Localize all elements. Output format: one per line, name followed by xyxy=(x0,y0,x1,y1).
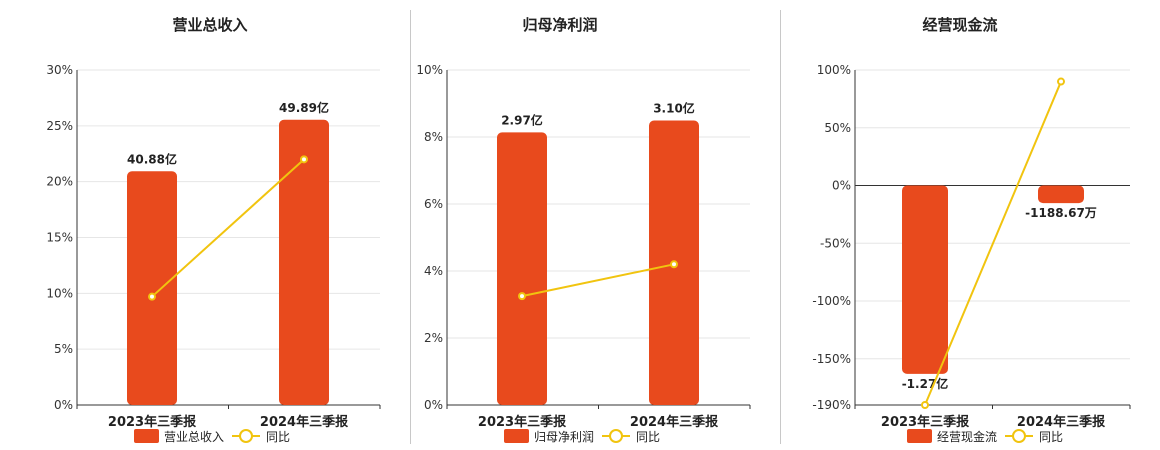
y-tick-label: 0% xyxy=(54,398,73,412)
y-tick-label: 2% xyxy=(424,331,443,345)
bar-value-label: 40.88亿 xyxy=(127,151,177,166)
yoy-line xyxy=(924,81,1062,406)
chart-title: 营业总收入 xyxy=(172,16,247,34)
y-tick-label: 20% xyxy=(46,175,73,189)
y-tick-label: 10% xyxy=(46,286,73,300)
y-tick-label: 100% xyxy=(817,63,851,77)
yoy-line xyxy=(151,158,305,298)
legend-bar-swatch xyxy=(134,429,159,443)
bar-value-label: 49.89亿 xyxy=(279,100,329,115)
bar-value-label: -1.27亿 xyxy=(902,376,949,391)
y-tick-label: 10% xyxy=(416,63,443,77)
legend-label: 归母净利润 xyxy=(534,430,594,444)
bar xyxy=(497,132,547,406)
x-category-label: 2023年三季报 xyxy=(881,414,970,430)
y-tick-label: 8% xyxy=(424,130,443,144)
y-tick-label: 15% xyxy=(46,231,73,245)
x-category-label: 2024年三季报 xyxy=(260,414,349,430)
y-tick-label: -50% xyxy=(820,236,851,250)
y-tick-label: 0% xyxy=(832,179,851,193)
y-tick-label: 0% xyxy=(424,398,443,412)
yoy-point xyxy=(1057,77,1065,86)
y-tick-label: 6% xyxy=(424,197,443,211)
bar-value-label: -1188.67万 xyxy=(1025,206,1097,220)
yoy-point xyxy=(670,260,678,269)
legend-line-marker xyxy=(1012,429,1026,443)
legend-label: 同比 xyxy=(1039,430,1063,444)
bar xyxy=(127,171,177,405)
bar xyxy=(1038,185,1084,204)
y-tick-label: 25% xyxy=(46,119,73,133)
legend-label: 经营现金流 xyxy=(937,429,997,444)
yoy-line xyxy=(521,263,675,298)
chart-title: 归母净利润 xyxy=(522,16,597,34)
panel-divider xyxy=(780,10,781,444)
y-tick-label: -150% xyxy=(812,352,851,366)
yoy-point xyxy=(148,292,156,301)
x-category-label: 2023年三季报 xyxy=(108,414,197,430)
y-tick-label: 50% xyxy=(824,121,851,135)
panel-divider xyxy=(410,10,411,444)
legend-line-marker xyxy=(239,429,253,443)
bar xyxy=(279,119,329,405)
legend-label: 同比 xyxy=(266,430,290,444)
y-tick-label: 30% xyxy=(46,63,73,77)
yoy-point xyxy=(300,155,308,164)
legend-bar-swatch xyxy=(504,429,529,443)
y-tick-label: -100% xyxy=(812,294,851,308)
x-category-label: 2024年三季报 xyxy=(1017,414,1106,430)
bar-value-label: 2.97亿 xyxy=(501,112,543,127)
yoy-point xyxy=(921,401,929,409)
x-category-label: 2023年三季报 xyxy=(478,414,567,430)
legend-label: 营业总收入 xyxy=(164,430,224,444)
x-category-label: 2024年三季报 xyxy=(630,414,719,430)
y-tick-label: 4% xyxy=(424,264,443,278)
bar-value-label: 3.10亿 xyxy=(653,100,695,115)
bar xyxy=(902,185,948,374)
legend-line-marker xyxy=(609,429,623,443)
yoy-point xyxy=(518,292,526,301)
y-tick-label: -190% xyxy=(812,398,851,412)
chart-title: 经营现金流 xyxy=(922,16,997,34)
legend-bar-swatch xyxy=(907,429,932,443)
legend-label: 同比 xyxy=(636,430,660,444)
y-tick-label: 5% xyxy=(54,342,73,356)
